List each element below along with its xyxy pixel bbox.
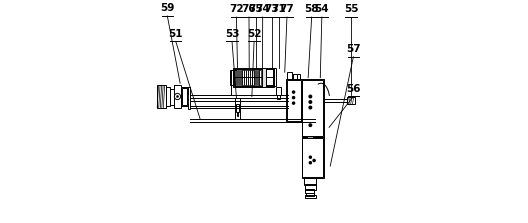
Bar xyxy=(256,70,257,85)
Bar xyxy=(306,193,314,196)
Bar xyxy=(293,74,297,79)
Text: 76: 76 xyxy=(242,4,256,14)
Text: 73: 73 xyxy=(265,4,279,14)
Bar xyxy=(254,70,256,85)
Bar xyxy=(266,69,274,85)
Bar xyxy=(233,68,274,87)
Text: 77: 77 xyxy=(280,4,294,14)
Bar xyxy=(258,70,259,85)
Bar xyxy=(244,70,246,85)
Bar xyxy=(182,88,187,105)
Bar xyxy=(287,80,300,121)
Bar xyxy=(307,136,313,138)
Bar xyxy=(277,95,280,99)
Bar xyxy=(187,87,190,109)
Bar xyxy=(286,79,301,122)
Circle shape xyxy=(313,159,316,162)
Circle shape xyxy=(308,100,313,104)
Bar xyxy=(237,112,239,114)
Circle shape xyxy=(292,101,295,105)
Bar xyxy=(305,195,316,198)
Bar xyxy=(297,74,300,79)
Text: 56: 56 xyxy=(346,84,361,94)
Bar xyxy=(301,137,324,178)
Bar xyxy=(262,68,266,87)
Text: 52: 52 xyxy=(247,29,261,39)
Bar xyxy=(237,70,238,85)
Bar xyxy=(276,87,281,95)
Circle shape xyxy=(308,155,312,159)
Bar xyxy=(187,100,189,104)
Bar xyxy=(237,114,238,116)
Text: 58: 58 xyxy=(305,4,319,14)
Circle shape xyxy=(292,90,295,94)
Text: 57: 57 xyxy=(346,44,361,54)
Bar xyxy=(174,85,182,107)
Bar xyxy=(166,87,171,106)
Text: 75: 75 xyxy=(249,4,263,14)
Bar xyxy=(242,70,244,85)
Circle shape xyxy=(308,95,313,99)
Bar xyxy=(306,189,314,193)
Bar xyxy=(241,70,242,85)
Bar xyxy=(235,70,237,85)
Bar xyxy=(233,69,274,86)
Bar xyxy=(187,95,189,99)
Circle shape xyxy=(292,96,295,99)
Bar xyxy=(305,184,316,190)
Bar xyxy=(157,85,166,107)
Bar xyxy=(250,70,252,85)
Text: 55: 55 xyxy=(344,4,359,14)
Text: 72: 72 xyxy=(229,4,244,14)
Circle shape xyxy=(308,105,313,109)
Bar xyxy=(248,70,250,85)
Text: 71: 71 xyxy=(271,4,286,14)
Circle shape xyxy=(308,161,312,165)
Bar xyxy=(182,87,187,106)
Bar xyxy=(304,178,316,185)
Text: 51: 51 xyxy=(168,29,183,39)
Circle shape xyxy=(308,123,313,127)
Bar xyxy=(259,70,261,85)
Bar xyxy=(301,79,324,137)
Text: 74: 74 xyxy=(256,4,270,14)
Bar xyxy=(230,70,233,85)
Bar xyxy=(246,70,248,85)
Text: 54: 54 xyxy=(315,4,329,14)
Bar xyxy=(239,70,240,85)
Bar xyxy=(347,97,355,104)
Bar xyxy=(274,68,276,86)
Text: 59: 59 xyxy=(160,3,175,13)
Text: 53: 53 xyxy=(225,29,239,39)
Bar xyxy=(302,138,323,177)
Bar xyxy=(171,89,174,105)
Circle shape xyxy=(176,95,179,98)
Bar xyxy=(287,72,292,79)
Bar xyxy=(252,70,253,85)
Bar xyxy=(236,104,239,112)
Bar xyxy=(302,80,323,136)
